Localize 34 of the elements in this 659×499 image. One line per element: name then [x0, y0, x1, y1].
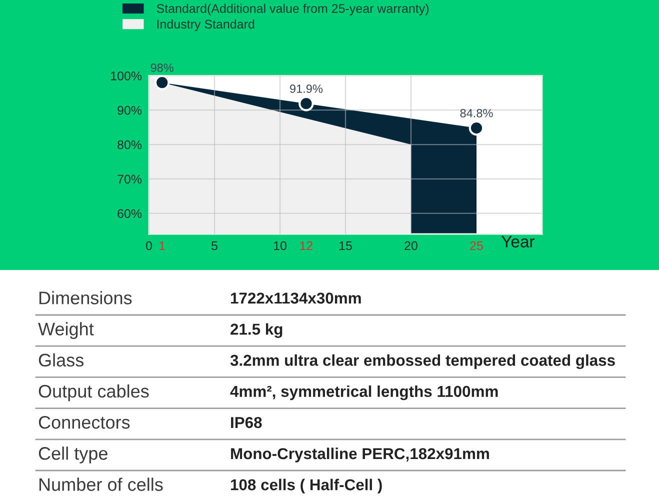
x-tick-label: 10: [274, 241, 286, 250]
y-tick-label: 100%: [111, 72, 142, 80]
text: Connectors: [38, 416, 130, 429]
legend-label: Industry Standard: [157, 19, 254, 32]
legend-label: Standard(Additional value from 25-year warranty): [156, 4, 429, 16]
x-tick-label: 15: [340, 241, 352, 250]
text: Glass: [38, 353, 84, 367]
text: Dimensions: [39, 291, 132, 304]
text: Output cables: [38, 384, 149, 402]
text: Number of cells: [39, 478, 163, 491]
text: Weight: [38, 322, 94, 340]
point: [154, 76, 170, 90]
x-tick-label: 5: [212, 241, 218, 250]
text: 3.2mm ultra clear embossed tempered coated glass: [230, 354, 615, 370]
x-tick-label: 12: [300, 241, 313, 250]
text: 21.5 kg: [230, 323, 282, 338]
data-label: 84.8%: [460, 108, 493, 118]
y-tick-label: 90%: [118, 106, 142, 115]
y-tick-label: 60%: [118, 209, 142, 218]
text: 1722x1134x30mm: [230, 292, 361, 304]
x-tick-label: 1: [160, 241, 165, 250]
data-label: 91.9%: [290, 84, 323, 93]
x-tick-label: 0: [146, 241, 152, 250]
text: 4mm², symmetrical lengths 1100mm: [230, 385, 498, 400]
text: Mono-Crystalline PERC,182x91mm: [231, 448, 489, 462]
text: IP68: [231, 417, 262, 428]
x-axis-title: Year: [501, 236, 535, 248]
text: Cell type: [38, 446, 108, 464]
data-label: 98%: [150, 64, 174, 72]
y-tick-label: 70%: [118, 174, 142, 184]
x-tick-label: 20: [404, 241, 418, 250]
y-tick-label: 80%: [118, 140, 142, 150]
x-tick-label: 25: [470, 241, 483, 250]
text: 108 cells ( Half-Cell ): [230, 478, 382, 494]
